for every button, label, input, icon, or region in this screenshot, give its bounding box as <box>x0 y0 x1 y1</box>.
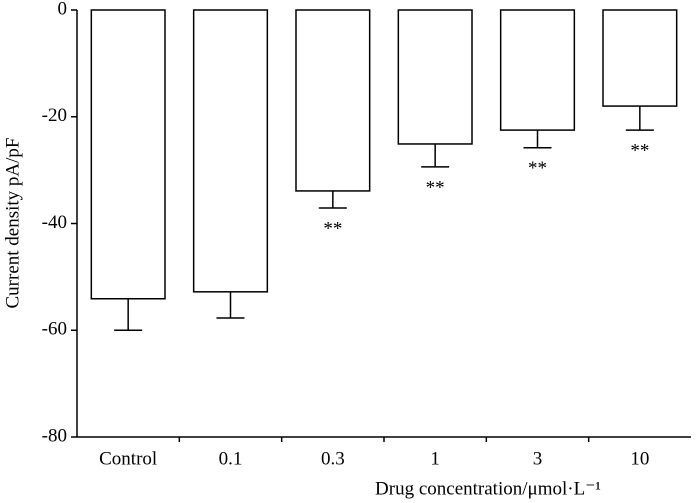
bar <box>602 9 678 107</box>
y-tick-label: -80 <box>42 425 67 446</box>
bar <box>397 9 473 145</box>
bar <box>90 9 166 300</box>
error-bar <box>114 298 143 331</box>
y-tick-label: 0 <box>58 0 68 19</box>
bar <box>499 9 576 131</box>
error-bar <box>216 291 245 319</box>
y-axis-label: Current density pA/pF <box>2 138 23 309</box>
x-tick-label: 3 <box>533 448 543 469</box>
error-bar <box>523 130 552 149</box>
x-tick-label: 10 <box>630 448 649 469</box>
x-tick-label: 0.3 <box>321 448 345 469</box>
error-bar <box>318 190 347 209</box>
error-bar <box>625 106 654 131</box>
annotation: ** <box>426 177 445 198</box>
y-tick-label: -40 <box>42 212 67 233</box>
x-tick-label: 0.1 <box>219 448 243 469</box>
x-tick-label: Control <box>99 448 157 469</box>
annotation: ** <box>528 158 547 179</box>
y-tick-label: -60 <box>42 319 67 340</box>
bar <box>192 9 269 293</box>
error-bar <box>421 143 450 168</box>
annotation: ** <box>630 140 649 161</box>
x-tick-label: 1 <box>430 448 440 469</box>
bar <box>295 9 371 192</box>
x-axis-label: Drug concentration/μmol·L⁻¹ <box>375 478 601 499</box>
y-tick-label: -20 <box>42 105 67 126</box>
annotation: ** <box>323 218 342 239</box>
